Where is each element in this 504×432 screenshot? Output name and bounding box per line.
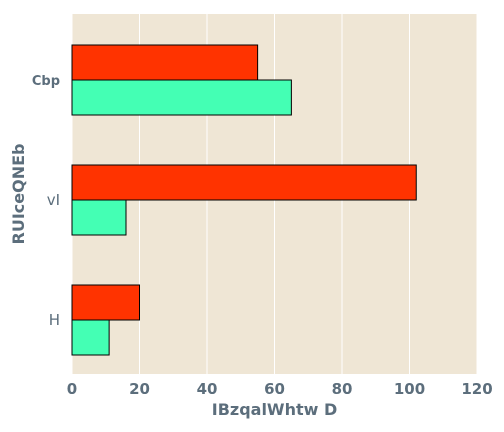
- x-tick-label: 100: [394, 380, 425, 398]
- bar: [71, 44, 259, 81]
- y-tick-label: Cbp: [32, 74, 60, 89]
- x-tick-label: 60: [264, 380, 285, 398]
- x-tick-label: 0: [67, 380, 77, 398]
- x-axis-label: IBzqalWhtw D: [212, 400, 338, 419]
- y-tick-label: H: [49, 311, 60, 329]
- y-axis-label: RUIceQNEb: [9, 144, 28, 245]
- bar: [71, 284, 140, 321]
- bars: [71, 44, 417, 356]
- bar: [71, 319, 110, 356]
- bar: [71, 199, 127, 236]
- x-tick-labels: 0 20 40 60 80 100 120: [67, 380, 493, 398]
- y-tick-label: vI: [47, 191, 60, 209]
- y-tick-labels: Cbp vI H: [32, 74, 60, 329]
- x-tick-label: 40: [197, 380, 218, 398]
- bar: [71, 79, 292, 116]
- x-tick-label: 20: [129, 380, 150, 398]
- x-tick-label: 80: [332, 380, 353, 398]
- bar: [71, 164, 417, 201]
- x-tick-label: 120: [461, 380, 492, 398]
